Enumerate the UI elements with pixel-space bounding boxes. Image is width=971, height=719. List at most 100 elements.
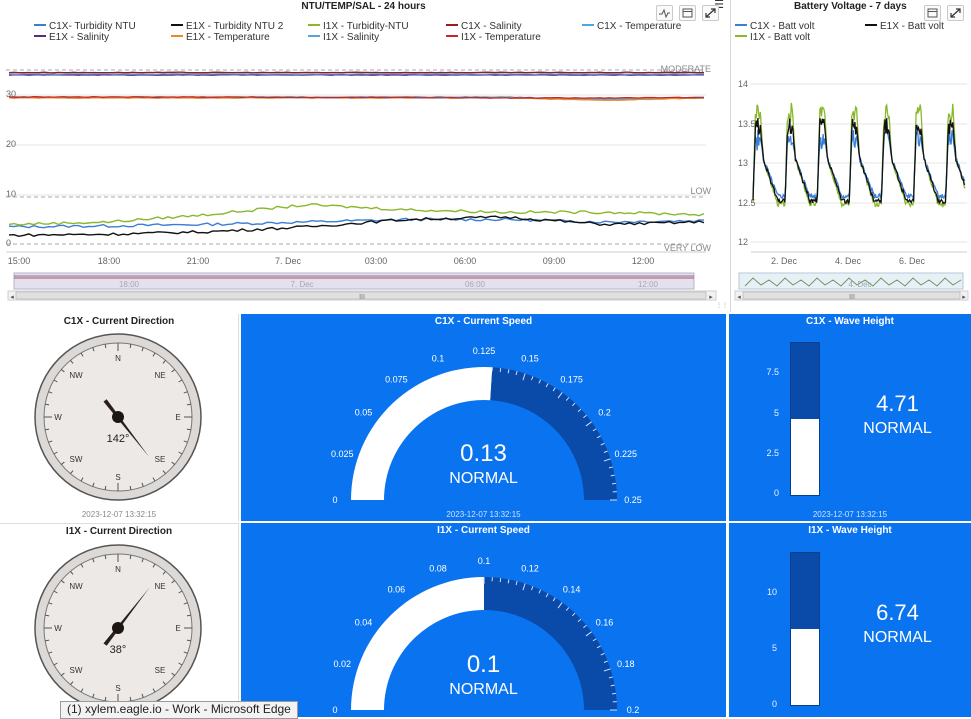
c1x-direction-title: C1X - Current Direction bbox=[0, 316, 238, 327]
wave-axis: 7.5 5 2.5 0 bbox=[729, 314, 789, 521]
battery-chart-panel: Battery Voltage - 7 days C1X - Batt volt… bbox=[730, 0, 971, 312]
compass-label-n: N bbox=[115, 354, 121, 363]
wave-tick-label: 2.5 bbox=[766, 448, 779, 458]
scroll-right-arrow[interactable]: ▸ bbox=[962, 294, 966, 301]
compass-tick bbox=[105, 555, 106, 559]
x-tick-label: 06:00 bbox=[454, 256, 477, 266]
scroll-left-arrow[interactable]: ◂ bbox=[10, 294, 14, 301]
taskbar-window-label[interactable]: (1) xylem.eagle.io - Work - Microsoft Ed… bbox=[60, 701, 298, 719]
wave-tick-label: 5 bbox=[772, 643, 777, 653]
wave-value: 4.71 bbox=[824, 391, 971, 417]
scrollbar-grip[interactable]: III bbox=[359, 294, 365, 301]
gauge-tick-label: 0.125 bbox=[473, 346, 496, 356]
compass-tick bbox=[187, 615, 191, 616]
compass-label-w: W bbox=[54, 413, 62, 422]
resize-grip-icon[interactable]: ⋮⋮ bbox=[716, 304, 724, 312]
wave-tick-label: 10 bbox=[767, 587, 777, 597]
navigator-tick-label: 7. Dec bbox=[290, 280, 313, 289]
speed-status: NORMAL bbox=[241, 681, 726, 699]
gauge-tick bbox=[500, 368, 501, 372]
gauge-tick-label: 0.14 bbox=[563, 584, 581, 594]
gauge-tick-label: 0.075 bbox=[385, 374, 408, 384]
compass-label-nw: NW bbox=[69, 582, 83, 591]
threshold-label: LOW bbox=[690, 186, 711, 196]
wave-tick-label: 0 bbox=[772, 699, 777, 709]
gauge-tick-label: 0.1 bbox=[478, 556, 491, 566]
timestamp: 2023-12-07 13:32:15 bbox=[241, 510, 726, 519]
x-tick-label: 15:00 bbox=[8, 256, 31, 266]
navigator-tick-label: 18:00 bbox=[119, 280, 140, 289]
compass-label-s: S bbox=[115, 473, 120, 482]
wave-axis: 10 5 0 bbox=[729, 523, 789, 717]
compass-label-ne: NE bbox=[154, 371, 165, 380]
i1x-direction-title: I1X - Current Direction bbox=[0, 526, 238, 537]
compass-tick bbox=[130, 486, 131, 490]
navigator-tick-label: 12:00 bbox=[638, 280, 659, 289]
x-tick-label: 18:00 bbox=[98, 256, 121, 266]
scrollbar-grip[interactable]: III bbox=[849, 294, 855, 301]
series-line bbox=[9, 204, 704, 225]
gauge-tick-label: 0 bbox=[332, 705, 337, 715]
compass-label-n: N bbox=[115, 565, 121, 574]
speed-value: 0.13 bbox=[241, 440, 726, 468]
y-tick-label: 12 bbox=[738, 237, 748, 247]
speed-value: 0.1 bbox=[241, 651, 726, 679]
gauge-tick-label: 0.25 bbox=[624, 495, 642, 505]
series-line bbox=[9, 72, 704, 73]
ntu-chart-svg: 30 20 10 0 MODERATE LOW VERY LOW 15:00 1… bbox=[0, 0, 727, 312]
wave-bar-fill bbox=[791, 553, 819, 629]
x-tick-label: 09:00 bbox=[543, 256, 566, 266]
y-tick-label: 0 bbox=[6, 238, 11, 248]
gauge-tick-label: 0.1 bbox=[432, 353, 445, 363]
compass-tick bbox=[45, 404, 49, 405]
x-tick-label: 2. Dec bbox=[771, 256, 798, 266]
scroll-right-arrow[interactable]: ▸ bbox=[709, 294, 713, 301]
c1x-wave-panel: C1X - Wave Height 7.5 5 2.5 0 4.71 NORMA… bbox=[729, 314, 971, 521]
compass-tick bbox=[105, 344, 106, 348]
navigator-tick-label: 4. Dec bbox=[848, 280, 871, 289]
speed-gauge: 00.0250.050.0750.10.1250.150.1750.20.225… bbox=[241, 314, 726, 521]
compass-value: 38° bbox=[110, 644, 127, 656]
compass-label-se: SE bbox=[155, 455, 166, 464]
battery-chart-svg: 14 13.5 13 12.5 12 2. Dec 4. Dec 6. Dec … bbox=[731, 0, 971, 312]
x-tick-label: 6. Dec bbox=[899, 256, 926, 266]
compass-tick bbox=[187, 404, 191, 405]
ntu-series-group bbox=[9, 72, 704, 236]
compass-tick bbox=[187, 640, 191, 641]
compass-label-w: W bbox=[54, 624, 62, 633]
gauge-tick-label: 0.12 bbox=[521, 563, 539, 573]
series-line bbox=[9, 74, 704, 75]
compass-tick bbox=[45, 640, 49, 641]
gauge-tick-label: 0.06 bbox=[388, 584, 406, 594]
wave-bar-fill bbox=[791, 343, 819, 419]
scroll-left-arrow[interactable]: ◂ bbox=[737, 294, 741, 301]
compass-label-sw: SW bbox=[70, 666, 83, 675]
series-line bbox=[753, 118, 965, 203]
gauge-tick-label: 0.08 bbox=[429, 563, 447, 573]
wave-bar bbox=[790, 342, 820, 496]
gauge-tick-label: 0.175 bbox=[560, 374, 583, 384]
compass-tick bbox=[130, 344, 131, 348]
y-tick-label: 13 bbox=[738, 158, 748, 168]
x-tick-label: 4. Dec bbox=[835, 256, 862, 266]
navigator[interactable] bbox=[14, 273, 694, 289]
compass-tick bbox=[45, 429, 49, 430]
compass-hub bbox=[112, 622, 124, 634]
series-line bbox=[9, 218, 704, 228]
gauge-tick-label: 0.2 bbox=[627, 705, 640, 715]
wave-bar bbox=[790, 552, 820, 706]
timestamp: 2023-12-07 13:32:15 bbox=[729, 510, 971, 519]
gauge-tick-label: 0.05 bbox=[355, 407, 373, 417]
compass-label-e: E bbox=[175, 413, 180, 422]
wave-tick-label: 0 bbox=[774, 488, 779, 498]
battery-series-group bbox=[753, 103, 965, 206]
wave-tick-label: 7.5 bbox=[766, 367, 779, 377]
x-tick-label: 12:00 bbox=[632, 256, 655, 266]
speed-status: NORMAL bbox=[241, 470, 726, 488]
compass-tick bbox=[130, 555, 131, 559]
compass-tick bbox=[187, 429, 191, 430]
gauge-tick-label: 0.2 bbox=[598, 407, 611, 417]
compass-label-ne: NE bbox=[154, 582, 165, 591]
compass: N NE E SE S SW W NW 142° bbox=[0, 328, 239, 518]
